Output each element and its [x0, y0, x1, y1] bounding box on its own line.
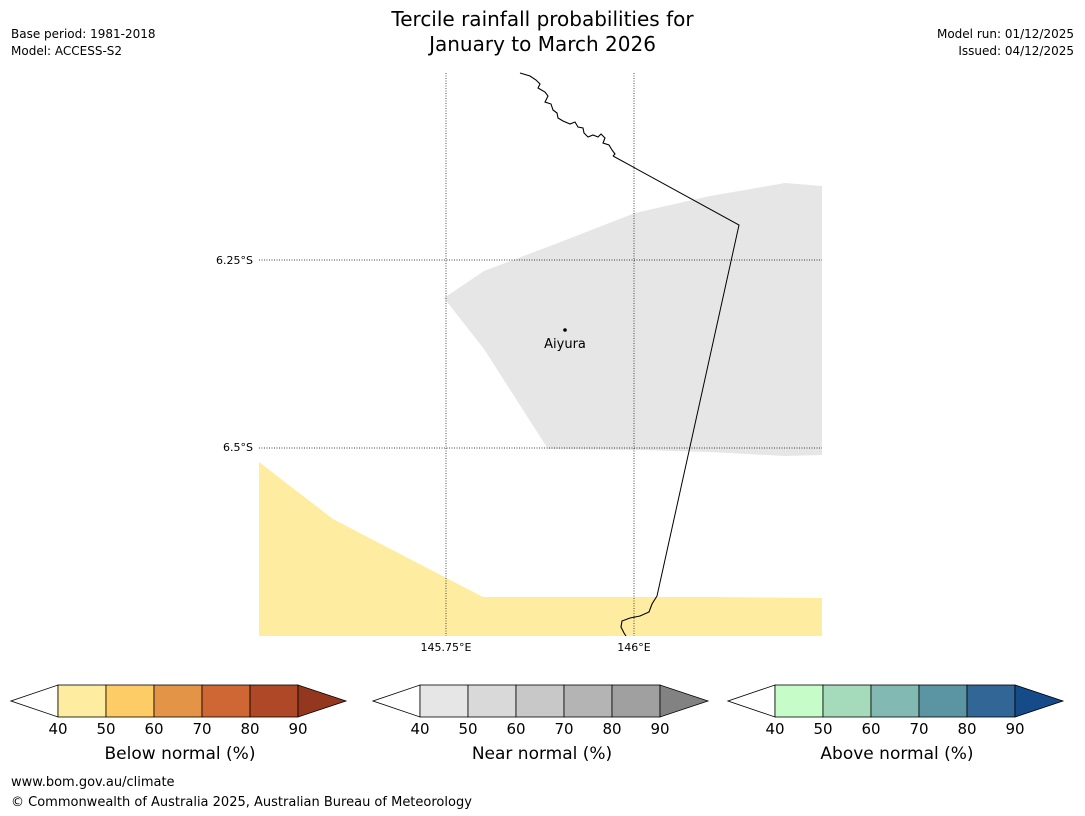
- legend-tick-label: 90: [650, 720, 670, 738]
- legend-title: Below normal (%): [104, 744, 256, 764]
- legend-swatch: [249, 684, 299, 718]
- international-border: [612, 155, 740, 597]
- header-meta-left: Base period: 1981-2018 Model: ACCESS-S2: [11, 26, 156, 60]
- footer-copyright: © Commonwealth of Australia 2025, Austra…: [11, 795, 472, 810]
- legend-swatch: [57, 684, 107, 718]
- legend-tick-label: 90: [1005, 720, 1025, 738]
- forecast-map: [259, 72, 822, 637]
- title-line-2: January to March 2026: [429, 32, 656, 56]
- below-normal-region: [259, 462, 822, 636]
- legend-swatch: [918, 684, 968, 718]
- legend-colorbar: [727, 684, 1065, 718]
- legend-tick-label: 40: [765, 720, 785, 738]
- legend-tick-label: 80: [957, 720, 977, 738]
- legend-swatch: [201, 684, 251, 718]
- lon-label-146: 146°E: [617, 641, 651, 654]
- legend-tick-label: 40: [48, 720, 68, 738]
- legend-tick-label: 50: [813, 720, 833, 738]
- legend-swatch: [774, 684, 824, 718]
- legend-swatch: [870, 684, 920, 718]
- legend-tick-label: 50: [458, 720, 478, 738]
- legend-tick-label: 80: [240, 720, 260, 738]
- coastline: [519, 72, 616, 157]
- legend-swatch: [515, 684, 565, 718]
- legend-above-normal: Above normal (%) 40 50 60 70 80 90: [727, 684, 1067, 774]
- legend-title: Above normal (%): [820, 744, 974, 764]
- legend-tick-label: 70: [554, 720, 574, 738]
- legend-extend-high: [659, 684, 710, 718]
- model-run-label: Model run: 01/12/2025: [936, 27, 1074, 41]
- lon-label-145-75: 145.75°E: [420, 641, 472, 654]
- issued-label: Issued: 04/12/2025: [958, 44, 1074, 58]
- near-normal-region: [444, 183, 822, 456]
- legend-swatch: [822, 684, 872, 718]
- legend-near-normal: Near normal (%) 40 50 60 70 80 90: [372, 684, 712, 774]
- legend-tick-label: 50: [96, 720, 116, 738]
- legend-swatch: [105, 684, 155, 718]
- legend-swatch: [966, 684, 1016, 718]
- legend-tick-label: 60: [144, 720, 164, 738]
- model-label: Model: ACCESS-S2: [11, 44, 123, 58]
- legend-extend-low: [10, 684, 59, 718]
- legend-swatch: [611, 684, 661, 718]
- page-title: Tercile rainfall probabilities for Janua…: [0, 7, 1085, 57]
- footer-website: www.bom.gov.au/climate: [11, 775, 175, 790]
- legend-tick-label: 90: [288, 720, 308, 738]
- legend-colorbar: [372, 684, 710, 718]
- legend-swatch: [563, 684, 613, 718]
- legend-tick-label: 60: [506, 720, 526, 738]
- title-line-1: Tercile rainfall probabilities for: [391, 7, 694, 31]
- legend-swatch: [153, 684, 203, 718]
- header-meta-right: Model run: 01/12/2025 Issued: 04/12/2025: [937, 26, 1074, 60]
- legend-tick-label: 70: [909, 720, 929, 738]
- base-period-label: Base period: 1981-2018: [11, 27, 156, 41]
- coastline-south: [620, 595, 658, 637]
- legend-swatch: [419, 684, 469, 718]
- legend-title: Near normal (%): [471, 744, 613, 764]
- lat-label-6-25: 6.25°S: [216, 254, 253, 267]
- legend-below-normal: Below normal (%) 40 50 60 70 80 90: [10, 684, 350, 774]
- legend-extend-low: [727, 684, 776, 718]
- legend-extend-low: [372, 684, 421, 718]
- legend-tick-label: 40: [410, 720, 430, 738]
- legend-swatch: [467, 684, 517, 718]
- place-label-aiyura: Aiyura: [544, 337, 586, 352]
- legend-extend-high: [297, 684, 348, 718]
- legend-tick-label: 60: [861, 720, 881, 738]
- place-marker-aiyura: [563, 328, 567, 332]
- legend-tick-label: 70: [192, 720, 212, 738]
- legend-tick-label: 80: [602, 720, 622, 738]
- legend-extend-high: [1014, 684, 1065, 718]
- lat-label-6-5: 6.5°S: [223, 441, 253, 454]
- legend-colorbar: [10, 684, 348, 718]
